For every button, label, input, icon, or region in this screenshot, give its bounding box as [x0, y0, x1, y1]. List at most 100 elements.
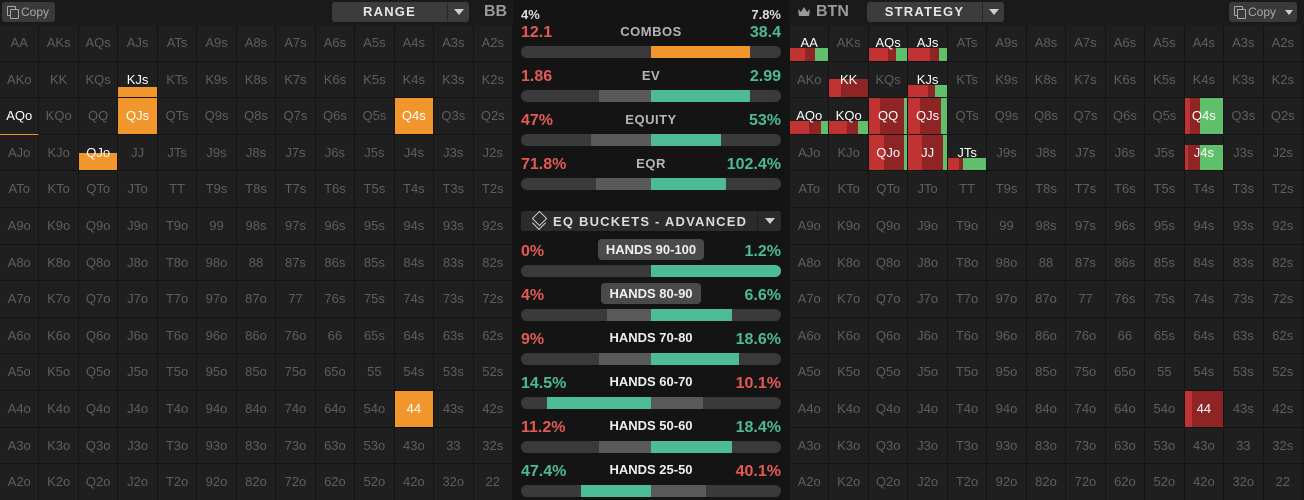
- bb-hand-cell[interactable]: T6s: [315, 171, 356, 208]
- btn-hand-cell[interactable]: T4o: [947, 390, 988, 428]
- bb-hand-cell[interactable]: 72s: [473, 281, 513, 318]
- btn-hand-cell[interactable]: J3s: [1224, 134, 1264, 172]
- btn-hand-cell[interactable]: 94o: [987, 390, 1027, 428]
- btn-hand-cell[interactable]: J2s: [1263, 134, 1303, 172]
- btn-hand-cell[interactable]: 86s: [1105, 244, 1146, 282]
- eq-buckets-select[interactable]: EQ BUCKETS - ADVANCED: [521, 211, 781, 231]
- bb-hand-cell[interactable]: K9s: [197, 61, 237, 99]
- btn-hand-cell[interactable]: 92s: [1263, 207, 1303, 245]
- btn-hand-cell[interactable]: 53o: [1145, 427, 1185, 465]
- bb-hand-cell[interactable]: TT: [157, 171, 198, 208]
- bb-hand-cell[interactable]: Q6s: [315, 98, 356, 135]
- btn-hand-cell[interactable]: K3s: [1224, 61, 1264, 99]
- bb-hand-cell[interactable]: 82o: [236, 464, 277, 500]
- btn-hand-cell[interactable]: Q9o: [868, 207, 909, 245]
- bb-hand-cell[interactable]: 98s: [236, 207, 277, 245]
- bb-hand-cell[interactable]: 96o: [197, 317, 237, 355]
- bb-hand-cell[interactable]: A2s: [473, 25, 513, 62]
- btn-copy-button[interactable]: Copy: [1229, 2, 1298, 22]
- btn-hand-cell[interactable]: A7s: [1066, 25, 1106, 62]
- btn-hand-cell[interactable]: Q8o: [868, 244, 909, 282]
- bb-hand-cell[interactable]: Q3s: [434, 98, 474, 135]
- bb-hand-cell[interactable]: QJo: [78, 134, 119, 172]
- btn-hand-cell[interactable]: 95s: [1145, 207, 1185, 245]
- btn-hand-cell[interactable]: J4o: [908, 390, 948, 428]
- bb-hand-cell[interactable]: Q7o: [78, 281, 119, 318]
- btn-hand-cell[interactable]: A5o: [790, 354, 830, 391]
- bb-hand-cell[interactable]: 94o: [197, 390, 237, 428]
- btn-hand-cell[interactable]: Q6o: [868, 317, 909, 355]
- btn-hand-cell[interactable]: K5s: [1145, 61, 1185, 99]
- bb-hand-cell[interactable]: Q9o: [78, 207, 119, 245]
- btn-hand-cell[interactable]: JJ: [908, 134, 948, 172]
- bb-hand-cell[interactable]: 42s: [473, 390, 513, 428]
- btn-hand-cell[interactable]: QJs: [908, 98, 948, 135]
- bb-hand-cell[interactable]: Q3o: [78, 427, 119, 465]
- bb-hand-cell[interactable]: T2s: [473, 171, 513, 208]
- bb-hand-cell[interactable]: A7s: [276, 25, 316, 62]
- btn-hand-cell[interactable]: K8s: [1026, 61, 1067, 99]
- bb-hand-cell[interactable]: 95o: [197, 354, 237, 391]
- bb-hand-cell[interactable]: 54s: [394, 354, 435, 391]
- btn-hand-cell[interactable]: QQ: [868, 98, 909, 135]
- bb-hand-cell[interactable]: 74o: [276, 390, 316, 428]
- btn-hand-cell[interactable]: T9s: [987, 171, 1027, 208]
- btn-hand-cell[interactable]: 93o: [987, 427, 1027, 465]
- bb-hand-cell[interactable]: J8s: [236, 134, 277, 172]
- btn-hand-cell[interactable]: 95o: [987, 354, 1027, 391]
- bb-hand-cell[interactable]: T5s: [355, 171, 395, 208]
- bb-hand-cell[interactable]: A5o: [0, 354, 40, 391]
- bb-hand-cell[interactable]: 52s: [473, 354, 513, 391]
- btn-hand-cell[interactable]: TT: [947, 171, 988, 208]
- btn-hand-cell[interactable]: A6o: [790, 317, 830, 355]
- btn-hand-cell[interactable]: QJo: [868, 134, 909, 172]
- btn-hand-cell[interactable]: J5o: [908, 354, 948, 391]
- bb-hand-cell[interactable]: 87s: [276, 244, 316, 282]
- btn-hand-cell[interactable]: 84s: [1184, 244, 1225, 282]
- bb-hand-cell[interactable]: J8o: [118, 244, 158, 282]
- bb-hand-cell[interactable]: A8o: [0, 244, 40, 282]
- bb-hand-cell[interactable]: 62s: [473, 317, 513, 355]
- bb-hand-cell[interactable]: 62o: [315, 464, 356, 500]
- strategy-select-caret[interactable]: [982, 2, 1004, 22]
- bb-hand-cell[interactable]: AQs: [78, 25, 119, 62]
- btn-hand-cell[interactable]: T3s: [1224, 171, 1264, 208]
- btn-hand-cell[interactable]: A4s: [1184, 25, 1225, 62]
- btn-hand-cell[interactable]: J6o: [908, 317, 948, 355]
- bb-hand-cell[interactable]: A3s: [434, 25, 474, 62]
- bb-hand-cell[interactable]: J2o: [118, 464, 158, 500]
- bb-hand-cell[interactable]: 97s: [276, 207, 316, 245]
- bb-hand-cell[interactable]: T3s: [434, 171, 474, 208]
- btn-hand-cell[interactable]: K8o: [829, 244, 869, 282]
- btn-hand-cell[interactable]: Q6s: [1105, 98, 1146, 135]
- bb-hand-cell[interactable]: 63s: [434, 317, 474, 355]
- btn-hand-cell[interactable]: 72s: [1263, 281, 1303, 318]
- bb-hand-cell[interactable]: T4o: [157, 390, 198, 428]
- bb-hand-cell[interactable]: 42o: [394, 464, 435, 500]
- btn-hand-cell[interactable]: K6s: [1105, 61, 1146, 99]
- bb-hand-cell[interactable]: J3o: [118, 427, 158, 465]
- bb-hand-cell[interactable]: K7o: [39, 281, 79, 318]
- btn-hand-cell[interactable]: A2s: [1263, 25, 1303, 62]
- bb-hand-cell[interactable]: 84s: [394, 244, 435, 282]
- btn-hand-cell[interactable]: J3o: [908, 427, 948, 465]
- bb-hand-cell[interactable]: T8o: [157, 244, 198, 282]
- bb-hand-cell[interactable]: JJ: [118, 134, 158, 172]
- bb-hand-cell[interactable]: 75o: [276, 354, 316, 391]
- bb-hand-cell[interactable]: 66: [315, 317, 356, 355]
- btn-hand-cell[interactable]: 63o: [1105, 427, 1146, 465]
- btn-hand-cell[interactable]: ATo: [790, 171, 830, 208]
- btn-hand-cell[interactable]: KJo: [829, 134, 869, 172]
- btn-hand-cell[interactable]: Q4o: [868, 390, 909, 428]
- btn-hand-cell[interactable]: T4s: [1184, 171, 1225, 208]
- bb-hand-cell[interactable]: 92o: [197, 464, 237, 500]
- bb-hand-cell[interactable]: 53s: [434, 354, 474, 391]
- btn-hand-cell[interactable]: J2o: [908, 464, 948, 500]
- bb-hand-cell[interactable]: 87o: [236, 281, 277, 318]
- bb-hand-cell[interactable]: QTs: [157, 98, 198, 135]
- bb-hand-cell[interactable]: KQo: [39, 98, 79, 135]
- bb-hand-cell[interactable]: J5s: [355, 134, 395, 172]
- chevron-down-icon[interactable]: [1285, 9, 1294, 15]
- btn-hand-cell[interactable]: A2o: [790, 464, 830, 500]
- bb-hand-cell[interactable]: K3s: [434, 61, 474, 99]
